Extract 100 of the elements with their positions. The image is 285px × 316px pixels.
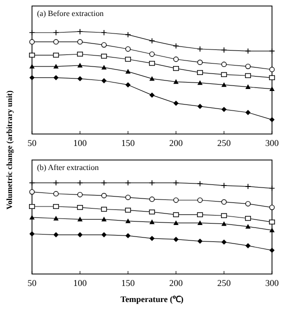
point xyxy=(173,66,179,71)
point xyxy=(221,47,227,54)
point xyxy=(53,216,59,220)
point xyxy=(101,78,107,84)
point xyxy=(101,232,107,238)
point xyxy=(149,60,155,66)
point xyxy=(29,189,35,195)
point xyxy=(53,204,59,209)
point xyxy=(197,197,203,203)
y-axis-title: Volumetric change (arbitrary unit) xyxy=(5,90,14,210)
point xyxy=(245,224,251,229)
x-tick-label: 50 xyxy=(28,138,37,148)
point xyxy=(125,56,131,62)
point xyxy=(125,68,131,74)
x-tick-label: 50 xyxy=(28,278,37,288)
point xyxy=(101,216,107,222)
point xyxy=(221,221,227,226)
point xyxy=(125,233,131,238)
point xyxy=(53,180,59,186)
x-tick-label: 300 xyxy=(265,138,280,148)
point xyxy=(269,86,275,92)
point xyxy=(221,106,227,112)
point xyxy=(149,51,155,57)
chart-title: (a) Before extraction xyxy=(37,9,104,18)
point xyxy=(173,212,179,218)
point xyxy=(149,76,155,81)
chart-title: (b) After extraction xyxy=(37,163,99,172)
point xyxy=(53,64,59,68)
point xyxy=(221,213,227,218)
point xyxy=(149,196,155,202)
x-tick-label: 250 xyxy=(217,138,232,148)
point xyxy=(149,210,155,214)
point xyxy=(77,39,83,45)
point xyxy=(245,243,251,248)
point xyxy=(77,62,83,68)
point xyxy=(269,228,275,232)
point xyxy=(245,64,251,70)
point xyxy=(269,248,275,253)
point xyxy=(173,197,179,203)
point xyxy=(245,216,251,221)
x-tick-label: 250 xyxy=(217,278,232,288)
point xyxy=(149,219,155,224)
point xyxy=(125,82,131,88)
point xyxy=(77,52,83,57)
point xyxy=(221,62,227,68)
point xyxy=(269,66,275,72)
x-tick-label: 100 xyxy=(73,278,88,288)
point xyxy=(197,104,203,109)
point xyxy=(101,42,107,48)
point xyxy=(149,180,155,186)
point xyxy=(149,92,155,98)
point xyxy=(269,220,275,224)
point xyxy=(29,214,35,220)
point xyxy=(101,64,107,70)
point xyxy=(269,204,275,210)
point xyxy=(125,46,131,52)
point xyxy=(197,60,203,66)
point xyxy=(149,38,155,44)
point xyxy=(197,180,203,187)
x-tick-label: 300 xyxy=(265,278,280,288)
x-tick-label: 200 xyxy=(169,278,184,288)
point xyxy=(53,30,59,36)
point xyxy=(197,46,203,52)
point xyxy=(53,75,59,80)
point xyxy=(29,52,35,58)
point xyxy=(173,180,179,186)
point xyxy=(77,28,83,35)
x-tick-label: 150 xyxy=(121,138,136,148)
point xyxy=(245,201,251,206)
point xyxy=(77,180,83,186)
point xyxy=(197,80,203,85)
point xyxy=(245,48,251,54)
point xyxy=(173,100,179,106)
point xyxy=(221,239,227,245)
point xyxy=(125,180,131,186)
point xyxy=(245,110,251,116)
point xyxy=(269,117,275,122)
x-axis-title: Temperature (℃) xyxy=(120,294,184,304)
point xyxy=(101,180,107,186)
point xyxy=(125,194,131,200)
point xyxy=(125,218,131,224)
point xyxy=(77,216,83,222)
point xyxy=(29,204,35,209)
point xyxy=(29,75,35,80)
point xyxy=(197,238,203,244)
point xyxy=(53,232,59,238)
point xyxy=(197,70,203,75)
point xyxy=(221,72,227,78)
point xyxy=(29,39,35,45)
x-tick-label: 150 xyxy=(121,278,136,288)
point xyxy=(53,39,59,45)
point xyxy=(53,191,59,196)
point xyxy=(29,231,35,236)
point xyxy=(221,199,227,205)
point xyxy=(125,32,131,38)
point xyxy=(101,206,107,212)
point xyxy=(77,232,83,238)
point xyxy=(245,84,251,89)
point xyxy=(245,183,251,190)
point xyxy=(101,30,107,36)
